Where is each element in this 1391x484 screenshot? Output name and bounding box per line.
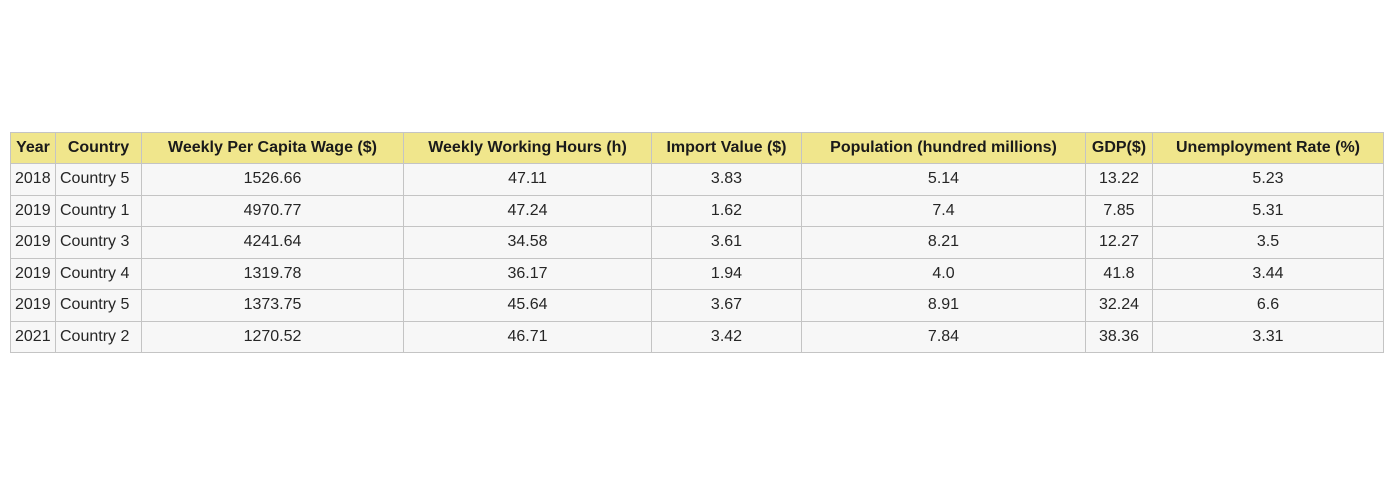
table-cell-weekly-working-hours-h: 47.11 bbox=[403, 163, 652, 196]
table-cell-population-hundred-millions: 8.91 bbox=[801, 289, 1086, 322]
table-cell-year: 2019 bbox=[10, 289, 56, 322]
table-cell-import-value: 3.42 bbox=[651, 320, 802, 353]
table-cell-population-hundred-millions: 5.14 bbox=[801, 163, 1086, 196]
table-cell-country: Country 5 bbox=[55, 163, 142, 196]
table-row: 2019 Country 1 4970.77 47.24 1.62 7.4 7.85 5.31 bbox=[10, 194, 1384, 227]
table-row: 2019 Country 3 4241.64 34.58 3.61 8.21 12.27 3.… bbox=[10, 226, 1384, 259]
table-body: 2018 Country 5 1526.66 47.11 3.83 5.14 13.22 5.… bbox=[10, 163, 1384, 353]
table-cell-year: 2019 bbox=[10, 226, 56, 259]
table-cell-weekly-per-capita-wage: 1319.78 bbox=[141, 257, 404, 290]
table-cell-unemployment-rate: 6.6 bbox=[1152, 289, 1384, 322]
table-cell-weekly-working-hours-h: 46.71 bbox=[403, 320, 652, 353]
table-cell-country: Country 3 bbox=[55, 226, 142, 259]
table-cell-import-value: 3.61 bbox=[651, 226, 802, 259]
column-header-weekly-working-hours-h: Weekly Working Hours (h) bbox=[403, 132, 652, 164]
table-cell-year: 2021 bbox=[10, 320, 56, 353]
table-cell-import-value: 1.94 bbox=[651, 257, 802, 290]
table-cell-unemployment-rate: 3.5 bbox=[1152, 226, 1384, 259]
table-cell-gdp: 7.85 bbox=[1085, 194, 1153, 227]
column-header-unemployment-rate: Unemployment Rate (%) bbox=[1152, 132, 1384, 164]
table-cell-year: 2019 bbox=[10, 194, 56, 227]
table-cell-country: Country 2 bbox=[55, 320, 142, 353]
table-cell-population-hundred-millions: 8.21 bbox=[801, 226, 1086, 259]
table-cell-population-hundred-millions: 7.84 bbox=[801, 320, 1086, 353]
table-cell-weekly-per-capita-wage: 1373.75 bbox=[141, 289, 404, 322]
table-cell-import-value: 1.62 bbox=[651, 194, 802, 227]
table-cell-weekly-working-hours-h: 36.17 bbox=[403, 257, 652, 290]
table-cell-weekly-working-hours-h: 47.24 bbox=[403, 194, 652, 227]
table-cell-unemployment-rate: 5.31 bbox=[1152, 194, 1384, 227]
table-cell-country: Country 5 bbox=[55, 289, 142, 322]
table-cell-import-value: 3.67 bbox=[651, 289, 802, 322]
column-header-gdp: GDP($) bbox=[1085, 132, 1153, 164]
table-cell-gdp: 38.36 bbox=[1085, 320, 1153, 353]
table-cell-gdp: 41.8 bbox=[1085, 257, 1153, 290]
column-header-year: Year bbox=[10, 132, 56, 164]
column-header-import-value: Import Value ($) bbox=[651, 132, 802, 164]
table-cell-gdp: 32.24 bbox=[1085, 289, 1153, 322]
table-cell-population-hundred-millions: 4.0 bbox=[801, 257, 1086, 290]
table-row: 2018 Country 5 1526.66 47.11 3.83 5.14 13.22 5.… bbox=[10, 163, 1384, 196]
table-cell-weekly-working-hours-h: 45.64 bbox=[403, 289, 652, 322]
table-cell-country: Country 4 bbox=[55, 257, 142, 290]
table-row: 2019 Country 4 1319.78 36.17 1.94 4.0 41.8 3.44 bbox=[10, 257, 1384, 290]
table-cell-year: 2018 bbox=[10, 163, 56, 196]
table-cell-weekly-working-hours-h: 34.58 bbox=[403, 226, 652, 259]
table-row: 2019 Country 5 1373.75 45.64 3.67 8.91 32.24 6.… bbox=[10, 289, 1384, 322]
table-cell-unemployment-rate: 3.31 bbox=[1152, 320, 1384, 353]
table-header-row: Year Country Weekly Per Capita Wage ($) Wee… bbox=[10, 132, 1384, 164]
table-cell-weekly-per-capita-wage: 4241.64 bbox=[141, 226, 404, 259]
table-cell-import-value: 3.83 bbox=[651, 163, 802, 196]
column-header-country: Country bbox=[55, 132, 142, 164]
column-header-population-hundred-millions: Population (hundred millions) bbox=[801, 132, 1086, 164]
table-cell-country: Country 1 bbox=[55, 194, 142, 227]
table-cell-unemployment-rate: 3.44 bbox=[1152, 257, 1384, 290]
table-row: 2021 Country 2 1270.52 46.71 3.42 7.84 38.36 3.… bbox=[10, 320, 1384, 353]
table-cell-gdp: 12.27 bbox=[1085, 226, 1153, 259]
column-header-weekly-per-capita-wage: Weekly Per Capita Wage ($) bbox=[141, 132, 404, 164]
table-cell-population-hundred-millions: 7.4 bbox=[801, 194, 1086, 227]
table-cell-unemployment-rate: 5.23 bbox=[1152, 163, 1384, 196]
table-cell-year: 2019 bbox=[10, 257, 56, 290]
table-cell-gdp: 13.22 bbox=[1085, 163, 1153, 196]
table-cell-weekly-per-capita-wage: 1526.66 bbox=[141, 163, 404, 196]
data-table: Year Country Weekly Per Capita Wage ($) Wee… bbox=[10, 132, 1384, 353]
table-cell-weekly-per-capita-wage: 1270.52 bbox=[141, 320, 404, 353]
table-cell-weekly-per-capita-wage: 4970.77 bbox=[141, 194, 404, 227]
